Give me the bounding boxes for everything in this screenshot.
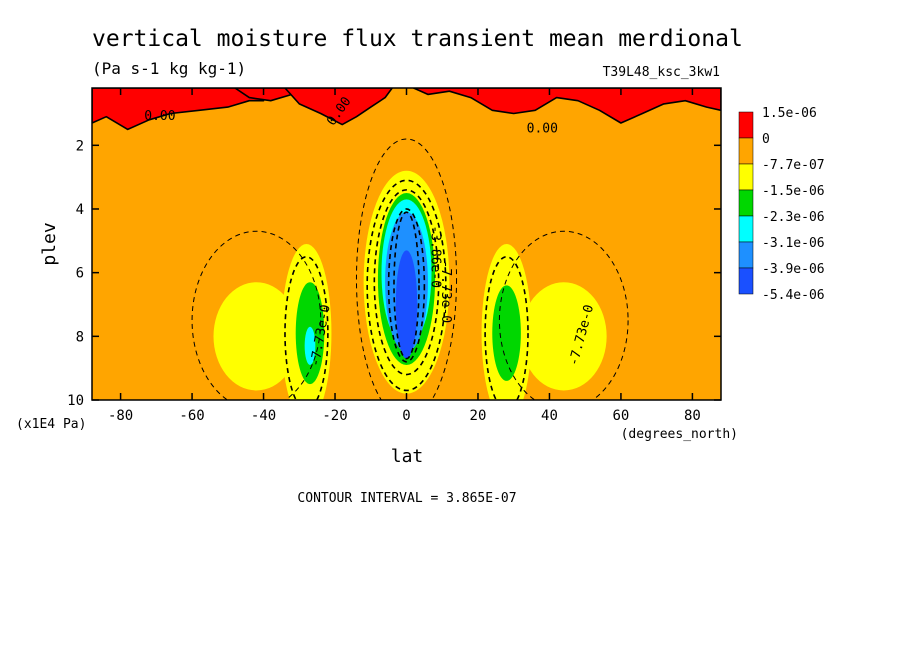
y-tick-label: 8 bbox=[76, 329, 84, 345]
legend: 1.5e-06 0 -7.7e-07 -1.5e-06 -2.3e-06 -3.1e-06… bbox=[738, 106, 825, 303]
legend-label-7: -5.4e-06 bbox=[762, 288, 825, 303]
y-tick-label: 4 bbox=[76, 202, 84, 218]
dashed-contour-1 bbox=[191, 230, 322, 400]
plot-area bbox=[92, 88, 721, 400]
contour-label-2: 0.00 bbox=[527, 122, 558, 137]
x-axis: -80 -60 -40 -20 0 20 40 60 80 bbox=[108, 88, 701, 424]
x-tick-label: 20 bbox=[470, 408, 487, 424]
dashed-contour-7 bbox=[387, 208, 426, 363]
legend-label-2: -7.7e-07 bbox=[762, 158, 825, 173]
contour-label-0: 0.00 bbox=[144, 109, 175, 124]
legend-swatch-2 bbox=[738, 163, 754, 191]
x-tick-label: 0 bbox=[402, 408, 410, 424]
legend-swatch-6 bbox=[738, 267, 754, 295]
dashed-contour-0 bbox=[355, 138, 458, 400]
x-tick-label: -20 bbox=[322, 408, 347, 424]
dashed-contour-3 bbox=[366, 179, 447, 392]
legend-label-6: -3.9e-06 bbox=[762, 262, 825, 277]
filled-region-9 bbox=[520, 282, 607, 391]
filled-region-4 bbox=[412, 88, 721, 124]
x-axis-label: lat bbox=[391, 446, 424, 467]
contour-lines bbox=[191, 138, 629, 400]
legend-swatch-3 bbox=[738, 189, 754, 217]
dashed-contour-6 bbox=[373, 189, 440, 376]
filled-region-3 bbox=[284, 88, 394, 126]
legend-label-3: -1.5e-06 bbox=[762, 184, 825, 199]
legend-swatch-4 bbox=[738, 215, 754, 243]
contour-label-5: -3.86e-0 bbox=[428, 225, 443, 288]
dashed-contour-8 bbox=[393, 211, 420, 360]
chart-units: (Pa s-1 kg kg-1) bbox=[92, 59, 246, 78]
y-axis-label: plev bbox=[39, 222, 60, 265]
legend-swatch-0 bbox=[738, 111, 754, 139]
x-tick-label: 80 bbox=[684, 408, 701, 424]
x-tick-label: -60 bbox=[179, 408, 204, 424]
x-tick-label: 60 bbox=[613, 408, 630, 424]
filled-region-13 bbox=[304, 326, 316, 365]
legend-label-1: 0 bbox=[762, 132, 770, 147]
dashed-contour-4 bbox=[284, 255, 329, 400]
filled-region-1 bbox=[92, 88, 265, 131]
x-units-label: (degrees_north) bbox=[621, 427, 738, 442]
filled-region-16 bbox=[395, 250, 418, 359]
y-units-label: (x1E4 Pa) bbox=[16, 417, 86, 432]
chart-title: vertical moisture flux transient mean me… bbox=[92, 26, 743, 52]
dashed-contour-5 bbox=[484, 255, 529, 400]
y-tick-label: 6 bbox=[76, 266, 84, 282]
y-axis: 2 4 6 8 10 bbox=[67, 138, 721, 409]
y-tick-label: 10 bbox=[67, 393, 84, 409]
x-tick-label: -40 bbox=[251, 408, 276, 424]
dashed-contour-2 bbox=[498, 230, 629, 400]
filled-region-5 bbox=[213, 282, 300, 391]
legend-label-4: -2.3e-06 bbox=[762, 210, 825, 225]
y-tick-label: 2 bbox=[76, 138, 84, 154]
contour-interval: CONTOUR INTERVAL = 3.865E-07 bbox=[297, 491, 516, 506]
legend-label-5: -3.1e-06 bbox=[762, 236, 825, 251]
x-tick-label: 40 bbox=[541, 408, 558, 424]
legend-swatch-5 bbox=[738, 241, 754, 269]
run-label: T39L48_ksc_3kw1 bbox=[603, 65, 720, 80]
filled-region-11 bbox=[492, 285, 521, 381]
legend-label-0: 1.5e-06 bbox=[762, 106, 817, 121]
contour-label-4: -7.73e-0 bbox=[438, 260, 453, 323]
x-tick-label: -80 bbox=[108, 408, 133, 424]
legend-swatch-1 bbox=[738, 137, 754, 165]
